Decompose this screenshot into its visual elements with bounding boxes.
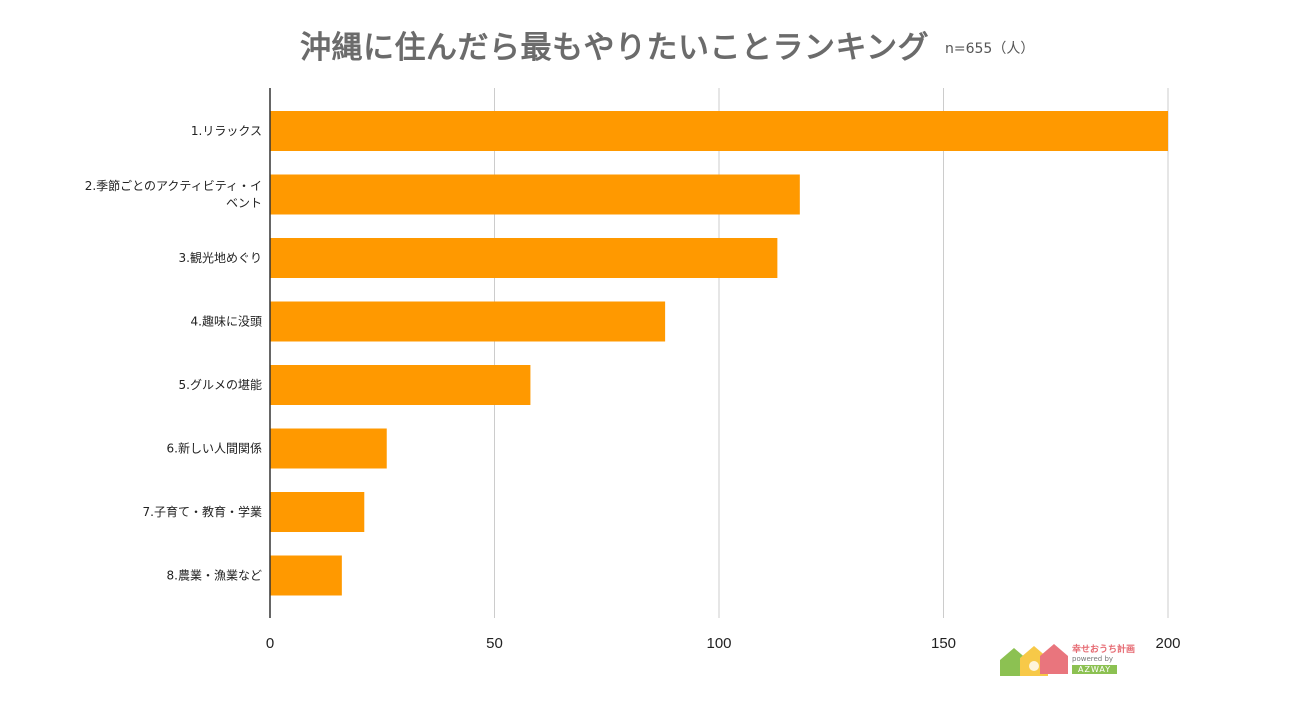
category-label: 6.新しい人間関係 (167, 441, 262, 456)
x-tick-label: 150 (931, 635, 956, 652)
bar (270, 111, 1168, 151)
x-tick-labels: 0 50 100 150 200 (266, 635, 1181, 652)
bar (270, 365, 531, 405)
category-label: 5.グルメの堪能 (179, 378, 262, 392)
x-tick-label: 0 (266, 635, 274, 652)
bar (270, 238, 778, 278)
x-tick-label: 100 (706, 635, 731, 652)
sample-size-note: n=655（人） (945, 41, 1035, 57)
bar (270, 301, 666, 342)
x-tick-label: 200 (1155, 635, 1180, 652)
logo-powered-by: powered by (1072, 655, 1114, 663)
grid-lines (494, 88, 1169, 618)
bar (270, 428, 387, 469)
category-label: 4.趣味に没頭 (191, 314, 262, 329)
category-label: 2.季節ごとのアクティビティ・イ (85, 178, 262, 193)
logo-houses-icon (1000, 644, 1068, 676)
bar (270, 555, 342, 596)
bar (270, 174, 800, 215)
logo-name: 幸せおうち計画 (1072, 645, 1136, 655)
category-label: 7.子育て・教育・学業 (143, 504, 262, 519)
category-label: 1.リラックス (191, 124, 262, 138)
category-label: ベント (226, 196, 262, 210)
chart-title: 沖縄に住んだら最もやりたいことランキング (300, 30, 930, 66)
bar (270, 492, 365, 532)
category-label: 3.観光地めぐり (179, 251, 262, 265)
category-label: 8.農業・漁業など (167, 569, 262, 583)
bars (270, 111, 1168, 596)
x-tick-label: 50 (486, 635, 503, 652)
company-logo: 幸せおうち計画 powered by AZWAY (998, 640, 1138, 680)
logo-brand: AZWAY (1072, 665, 1118, 674)
